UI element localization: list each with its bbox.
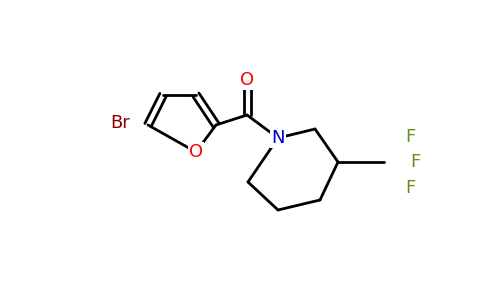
Text: O: O [189, 143, 203, 161]
Text: F: F [410, 153, 420, 171]
Text: O: O [240, 71, 254, 89]
Text: Br: Br [110, 114, 130, 132]
Text: F: F [405, 128, 415, 146]
Text: N: N [271, 129, 285, 147]
Text: F: F [405, 179, 415, 197]
